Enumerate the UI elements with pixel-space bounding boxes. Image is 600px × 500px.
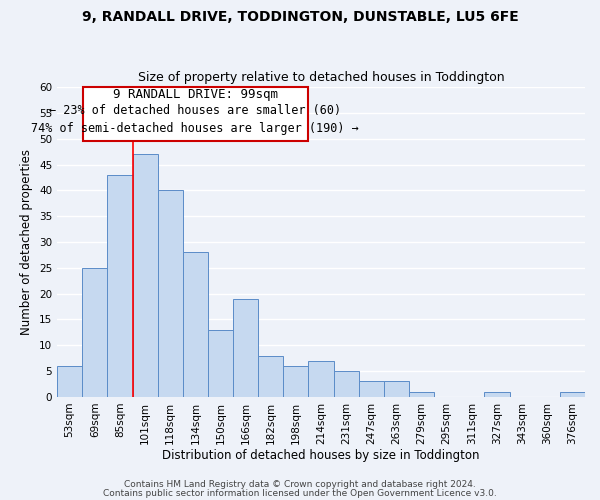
Bar [158,190,183,397]
Bar [233,299,258,397]
Text: Contains public sector information licensed under the Open Government Licence v3: Contains public sector information licen… [103,488,497,498]
Bar [107,175,133,397]
Text: Contains HM Land Registry data © Crown copyright and database right 2024.: Contains HM Land Registry data © Crown c… [124,480,476,489]
Bar [484,392,509,397]
Bar [308,361,334,397]
Title: Size of property relative to detached houses in Toddington: Size of property relative to detached ho… [138,72,505,85]
Bar [258,356,283,397]
Bar [208,330,233,397]
Text: 74% of semi-detached houses are larger (190) →: 74% of semi-detached houses are larger (… [31,122,359,135]
Text: ← 23% of detached houses are smaller (60): ← 23% of detached houses are smaller (60… [49,104,341,117]
Bar [409,392,434,397]
Text: 9 RANDALL DRIVE: 99sqm: 9 RANDALL DRIVE: 99sqm [113,88,278,102]
Bar [133,154,158,397]
Text: 9, RANDALL DRIVE, TODDINGTON, DUNSTABLE, LU5 6FE: 9, RANDALL DRIVE, TODDINGTON, DUNSTABLE,… [82,10,518,24]
Bar [560,392,585,397]
X-axis label: Distribution of detached houses by size in Toddington: Distribution of detached houses by size … [162,450,480,462]
FancyBboxPatch shape [83,87,308,142]
Bar [359,382,384,397]
Bar [57,366,82,397]
Bar [334,371,359,397]
Y-axis label: Number of detached properties: Number of detached properties [20,149,34,335]
Bar [384,382,409,397]
Bar [183,252,208,397]
Bar [82,268,107,397]
Bar [283,366,308,397]
